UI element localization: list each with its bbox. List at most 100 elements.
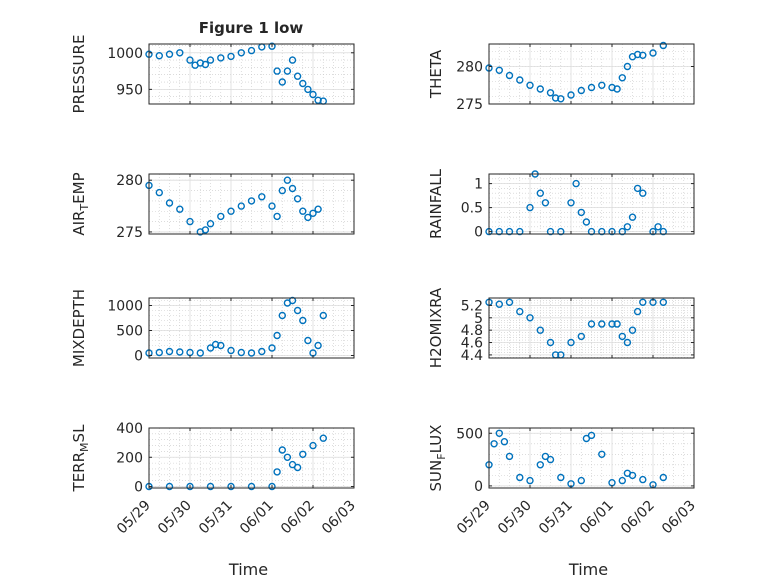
data-point	[639, 298, 647, 306]
data-point	[176, 49, 184, 57]
y-tick-label: 0	[134, 349, 143, 365]
data-point	[505, 71, 514, 80]
data-point	[288, 56, 297, 64]
data-point	[505, 227, 514, 236]
data-point	[201, 60, 210, 69]
y-axis-label: THETA	[427, 49, 445, 99]
data-point	[546, 227, 555, 236]
x-axis-label: Time	[228, 560, 268, 579]
data-point	[227, 52, 235, 61]
y-tick-label: 275	[456, 97, 483, 113]
data-point	[283, 453, 292, 461]
data-point	[186, 56, 194, 64]
data-point	[247, 482, 256, 491]
data-point	[495, 300, 503, 308]
data-point	[273, 331, 281, 340]
x-axis-label: Time	[568, 560, 608, 579]
y-axis-label: MIXDEPTH	[70, 289, 88, 367]
data-point	[165, 482, 174, 491]
data-point	[587, 320, 596, 328]
y-axis-label: SUNFLUX	[427, 425, 448, 492]
data-point	[505, 452, 514, 461]
data-point	[186, 482, 194, 491]
y-tick-label: 500	[456, 426, 483, 442]
data-point	[165, 199, 174, 207]
data-point	[304, 85, 312, 94]
data-point	[314, 341, 322, 350]
data-point	[536, 326, 544, 334]
data-point	[304, 336, 312, 345]
data-point	[283, 176, 292, 184]
y-tick-label: 0	[474, 479, 483, 495]
data-point	[309, 209, 317, 218]
data-point	[587, 227, 596, 236]
data-point	[639, 51, 647, 59]
data-point	[299, 207, 307, 215]
data-point	[577, 208, 585, 217]
axes-box	[148, 427, 355, 489]
y-tick-label: 280	[116, 173, 143, 189]
data-point	[314, 96, 322, 105]
data-point	[206, 56, 215, 64]
subplot-pressure: 950 1000 PRESSURE	[70, 35, 355, 114]
data-point	[536, 85, 544, 93]
y-tick-label: 280	[456, 60, 483, 76]
data-point	[557, 227, 565, 236]
data-point	[268, 482, 276, 491]
data-point	[319, 434, 327, 442]
data-point	[536, 189, 544, 197]
data-point	[273, 212, 281, 221]
x-tick-label: 06/01	[577, 498, 617, 538]
x-tick-label: 05/31	[196, 498, 236, 538]
y-tick-label: 1000	[107, 46, 143, 62]
axes-box	[148, 173, 355, 235]
data-point	[283, 67, 292, 75]
data-point	[268, 42, 276, 50]
y-tick-label: 1000	[107, 299, 143, 315]
data-point	[557, 473, 565, 482]
data-point	[639, 189, 647, 197]
data-point	[623, 223, 632, 231]
data-point	[278, 78, 286, 86]
y-tick-label: 0	[134, 480, 143, 496]
data-point	[293, 72, 302, 80]
data-point	[176, 205, 184, 213]
data-point	[278, 186, 286, 195]
y-tick-label: 0	[474, 225, 483, 241]
data-point	[516, 307, 524, 316]
data-point	[623, 62, 632, 71]
y-tick-label: 5.2	[461, 298, 483, 314]
data-point	[516, 227, 524, 236]
x-tick-label: 06/02	[618, 498, 658, 538]
data-point	[598, 320, 606, 328]
data-point	[319, 311, 327, 320]
data-point	[176, 348, 184, 356]
data-point	[567, 91, 575, 99]
data-point	[155, 348, 164, 357]
y-tick-label: 400	[116, 421, 143, 437]
data-point	[577, 86, 585, 95]
data-point	[628, 471, 637, 480]
data-point	[546, 338, 555, 347]
figure-title: Figure 1 low	[199, 19, 304, 37]
data-point	[608, 320, 616, 328]
data-point	[500, 438, 509, 446]
data-point	[551, 94, 560, 102]
data-point	[633, 184, 642, 193]
data-point	[278, 311, 286, 320]
data-point	[201, 226, 210, 234]
y-axis-label: PRESSURE	[70, 35, 88, 114]
data-point	[495, 429, 503, 437]
axes-box	[488, 43, 695, 105]
x-tick-label: 05/30	[495, 498, 535, 538]
data-point	[314, 205, 322, 213]
axes-box	[488, 173, 695, 235]
data-point	[659, 473, 667, 482]
data-point	[273, 67, 281, 75]
data-point	[526, 314, 534, 322]
x-tick-label: 06/01	[237, 498, 277, 538]
data-point	[227, 346, 235, 355]
subplot-sun: 0 500 SUNFLUX 05/29 05/30 05/31 06/01 06/02 06/0…	[427, 425, 699, 579]
data-point	[299, 79, 307, 88]
data-point	[659, 298, 667, 306]
